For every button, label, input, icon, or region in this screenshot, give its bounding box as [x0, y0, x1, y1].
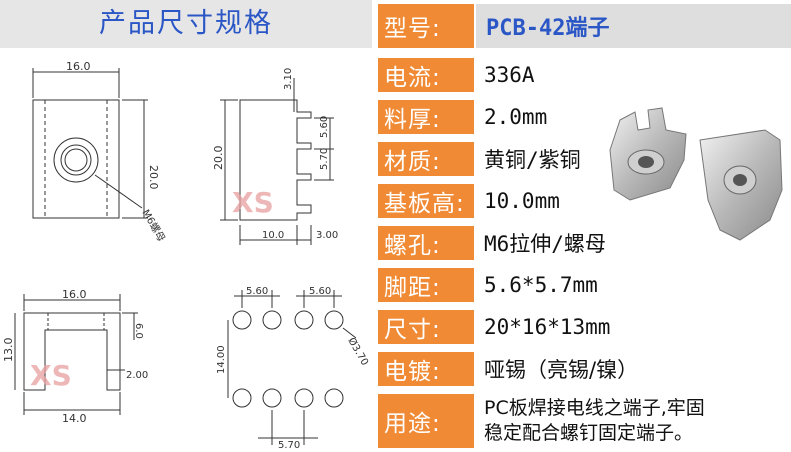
- dim-side-top: 3.10: [283, 68, 294, 90]
- dim-front-lip: 6.0: [133, 323, 144, 339]
- top-view: [32, 68, 148, 219]
- spec-value-size: 20*16*13mm: [484, 315, 611, 339]
- usage-line-1: PC板焊接电线之端子,牢固: [484, 397, 705, 419]
- dim-front-height: 13.0: [2, 338, 15, 363]
- dim-holes-row: 14.00: [216, 345, 227, 374]
- spec-value-material: 黄铜/紫铜: [484, 148, 581, 172]
- spec-label-size: 尺寸:: [378, 310, 474, 344]
- spec-label-model: 型号:: [378, 4, 474, 48]
- nut-callout: M6螺母: [139, 208, 167, 244]
- spec-value-base-height: 10.0mm: [484, 189, 560, 213]
- front-view: [14, 294, 138, 415]
- dim-top-height: 20.0: [147, 165, 160, 190]
- spec-label-plating: 电镀:: [378, 352, 474, 386]
- side-view: [220, 78, 334, 245]
- spec-value-current: 336A: [484, 63, 535, 87]
- spec-label-thickness: 料厚:: [378, 100, 474, 134]
- dim-holes-pitch-b: 5.60: [309, 286, 331, 297]
- spec-label-material: 材质:: [378, 142, 474, 176]
- dim-front-thick: 2.00: [126, 370, 148, 381]
- watermark-logo: XS: [232, 186, 274, 219]
- dimension-drawings: 16.0 20.0 M6螺母 3.10 5.60 5.70 20.0 10.0 …: [2, 60, 371, 451]
- watermark-logo: XS: [30, 359, 72, 392]
- spec-label-base-height: 基板高:: [378, 184, 474, 218]
- spec-label-screw-hole: 螺孔:: [378, 226, 474, 260]
- dim-front-base: 14.0: [62, 412, 87, 425]
- dim-holes-dia: Ø3.70: [345, 336, 370, 368]
- dim-top-width: 16.0: [66, 60, 91, 73]
- dim-side-pitch1: 5.60: [319, 116, 330, 138]
- dim-side-height: 20.0: [212, 146, 225, 171]
- spec-label-current: 电流:: [378, 58, 474, 92]
- dim-front-width: 16.0: [62, 288, 87, 301]
- spec-value-screw-hole: M6拉伸/螺母: [484, 232, 606, 256]
- spec-value-model: PCB-42端子: [476, 4, 791, 48]
- dim-holes-pitch-a: 5.60: [246, 286, 268, 297]
- dim-side-pitch2: 5.70: [319, 148, 330, 170]
- spec-label-usage: 用途:: [378, 394, 474, 448]
- spec-value-usage: PC板焊接电线之端子,牢固 稳定配合螺钉固定端子。: [484, 396, 791, 446]
- dim-holes-pitch-c: 5.70: [278, 440, 300, 451]
- spec-label-pin-pitch: 脚距:: [378, 268, 474, 302]
- spec-value-thickness: 2.0mm: [484, 105, 548, 129]
- spec-value-plating: 哑锡（亮锡/镍）: [484, 358, 639, 382]
- page-title: 产品尺寸规格: [0, 0, 372, 48]
- product-photo: [609, 107, 783, 241]
- spec-value-pin-pitch: 5.6*5.7mm: [484, 273, 598, 297]
- dim-side-base: 10.0: [262, 230, 284, 241]
- dim-side-thick: 3.00: [316, 230, 338, 241]
- usage-line-2: 稳定配合螺钉固定端子。: [484, 422, 694, 444]
- hole-pattern: [227, 290, 357, 445]
